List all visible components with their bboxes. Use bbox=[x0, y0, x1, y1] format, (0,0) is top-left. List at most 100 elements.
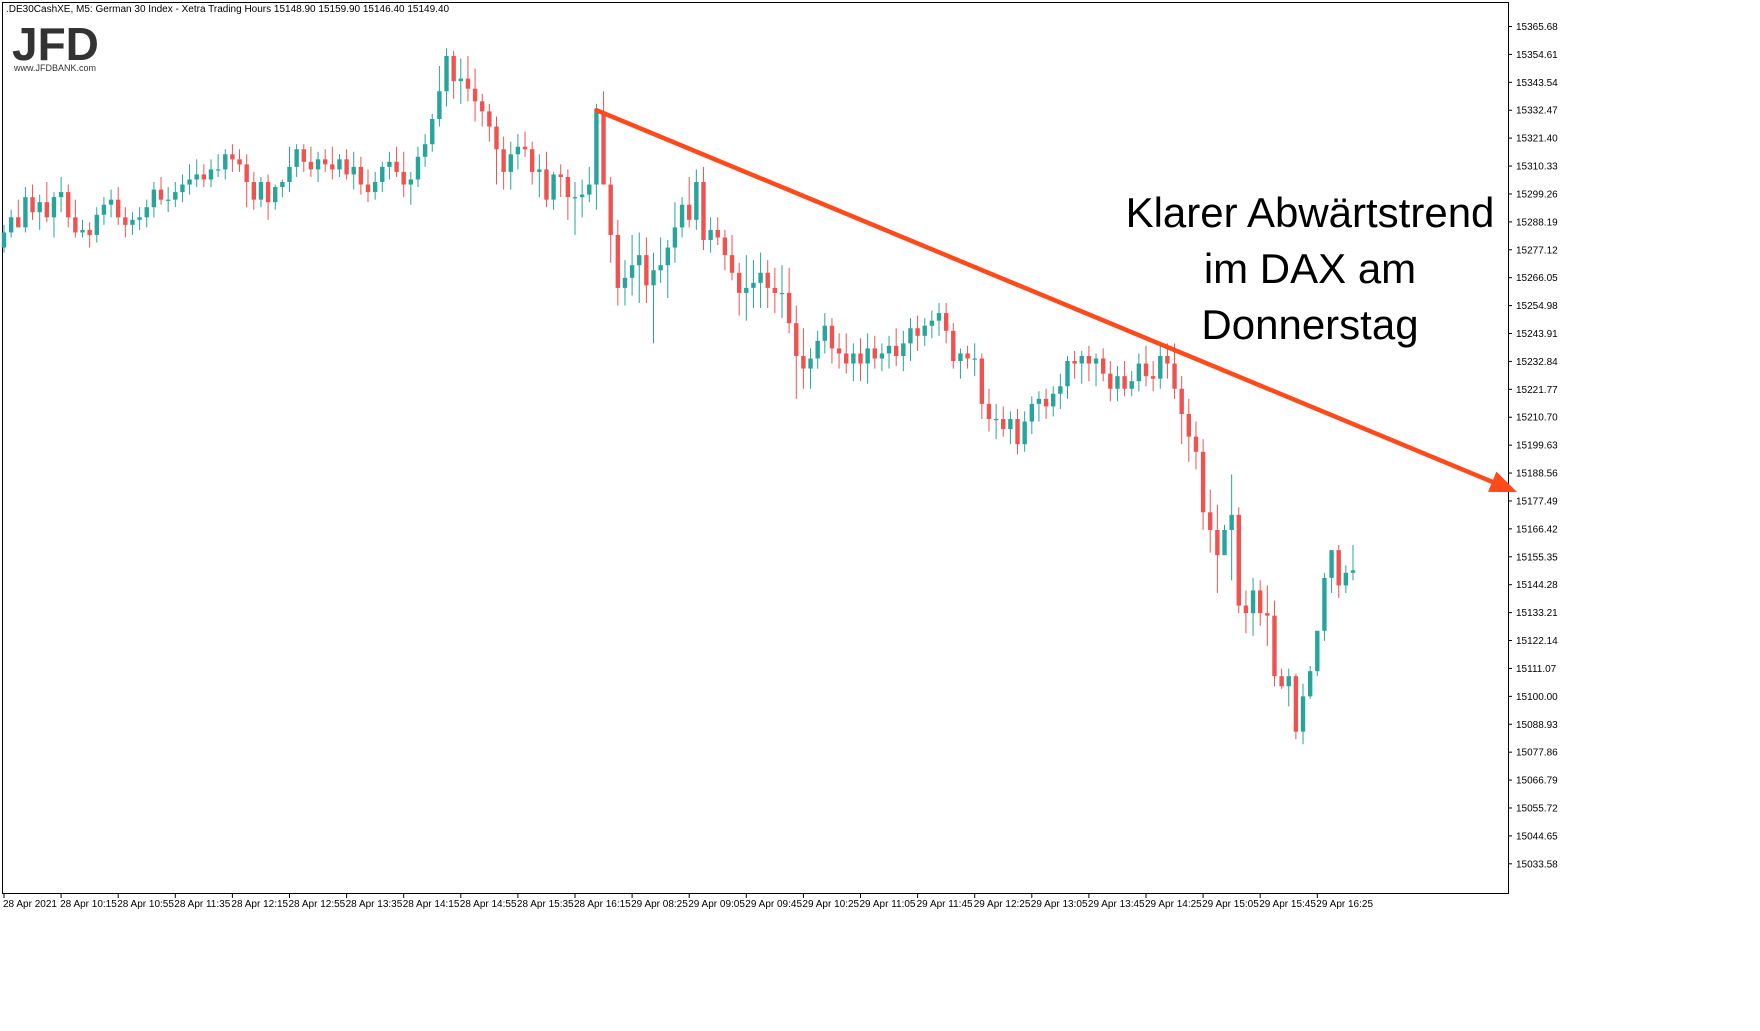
candle bbox=[886, 335, 892, 369]
y-tick-label: 15288.19 bbox=[1516, 217, 1558, 228]
candle-body bbox=[280, 182, 285, 188]
candle-body bbox=[986, 403, 992, 420]
candle-body bbox=[494, 126, 499, 150]
candle bbox=[672, 202, 678, 263]
candle bbox=[893, 328, 899, 367]
candle bbox=[351, 151, 356, 190]
candle bbox=[16, 199, 21, 228]
candle bbox=[915, 315, 920, 351]
candle-body bbox=[487, 111, 492, 127]
candle-body bbox=[522, 146, 528, 150]
candle-body bbox=[330, 164, 335, 170]
x-tick-label: 29 Apr 12:25 bbox=[974, 899, 1031, 910]
candle bbox=[1150, 361, 1156, 392]
y-tick-label: 15243.91 bbox=[1516, 329, 1558, 340]
candle-body bbox=[94, 214, 99, 235]
candle bbox=[529, 141, 535, 185]
candle bbox=[587, 166, 592, 203]
candle bbox=[986, 388, 992, 432]
candle-body bbox=[465, 78, 471, 89]
candle bbox=[808, 348, 813, 389]
candle bbox=[658, 237, 663, 283]
candle bbox=[765, 260, 770, 309]
candle bbox=[480, 93, 485, 127]
candle-body bbox=[1122, 376, 1127, 389]
candle-body bbox=[701, 182, 706, 240]
candle bbox=[158, 176, 164, 205]
candle-body bbox=[872, 348, 877, 359]
candle bbox=[965, 345, 970, 369]
candle bbox=[144, 199, 149, 228]
candle-body bbox=[344, 159, 349, 175]
candle-body bbox=[365, 184, 371, 193]
candle-body bbox=[936, 313, 942, 321]
candle bbox=[23, 187, 28, 233]
candle bbox=[1286, 668, 1291, 707]
candle-body bbox=[1279, 676, 1284, 687]
candle-body bbox=[472, 88, 478, 102]
x-tick-label: 28 Apr 14:55 bbox=[460, 899, 517, 910]
candle-body bbox=[829, 325, 835, 349]
candle-body bbox=[444, 55, 449, 92]
candle-body bbox=[615, 234, 621, 288]
candle bbox=[1022, 411, 1027, 452]
candle bbox=[58, 176, 64, 213]
candle bbox=[929, 310, 935, 339]
candle bbox=[430, 113, 435, 152]
candle-body bbox=[23, 197, 28, 228]
candle-body bbox=[244, 164, 249, 183]
candle-body bbox=[808, 358, 813, 369]
candle bbox=[1122, 361, 1127, 397]
candle bbox=[829, 318, 835, 364]
x-tick-label: 29 Apr 11:05 bbox=[860, 899, 916, 910]
candle bbox=[694, 169, 699, 230]
candle-body bbox=[173, 192, 178, 200]
candle bbox=[1229, 474, 1234, 581]
candle bbox=[194, 159, 199, 188]
candle bbox=[187, 164, 192, 195]
y-tick-label: 15232.84 bbox=[1516, 357, 1558, 368]
candle-body bbox=[180, 184, 185, 193]
candle-body bbox=[993, 419, 999, 421]
candle bbox=[851, 343, 856, 382]
candle bbox=[644, 237, 649, 304]
candle-body bbox=[387, 161, 392, 167]
candle bbox=[844, 333, 849, 374]
candle-body bbox=[1236, 514, 1241, 606]
candle-body bbox=[1115, 376, 1120, 389]
candle-body bbox=[80, 229, 85, 233]
candle bbox=[1008, 411, 1013, 445]
candle bbox=[544, 151, 549, 208]
candle bbox=[365, 169, 371, 203]
candle-body bbox=[501, 149, 506, 172]
candle bbox=[8, 209, 14, 238]
candle-body bbox=[1265, 613, 1270, 616]
candle bbox=[173, 182, 178, 208]
x-tick-label: 29 Apr 13:45 bbox=[1088, 899, 1145, 910]
candle-body bbox=[758, 272, 763, 283]
candle-body bbox=[422, 144, 428, 157]
candle bbox=[972, 343, 977, 377]
candle bbox=[1343, 565, 1349, 593]
candle-body bbox=[815, 340, 820, 359]
candle-body bbox=[1286, 676, 1291, 687]
y-tick-label: 15343.54 bbox=[1516, 78, 1558, 89]
candle bbox=[651, 252, 656, 344]
candle-body bbox=[294, 149, 299, 167]
candle bbox=[116, 187, 121, 225]
candle bbox=[1200, 439, 1206, 530]
candle-body bbox=[794, 323, 799, 356]
candle bbox=[1222, 524, 1227, 556]
candle-body bbox=[551, 174, 556, 200]
candle-body bbox=[87, 229, 92, 235]
candle-body bbox=[51, 197, 57, 218]
candle-body bbox=[751, 282, 756, 288]
candle-body bbox=[901, 343, 906, 356]
trendline-arrowhead bbox=[1487, 471, 1518, 493]
candle-body bbox=[1243, 605, 1249, 614]
candle-body bbox=[208, 169, 214, 180]
candle bbox=[1158, 345, 1163, 389]
